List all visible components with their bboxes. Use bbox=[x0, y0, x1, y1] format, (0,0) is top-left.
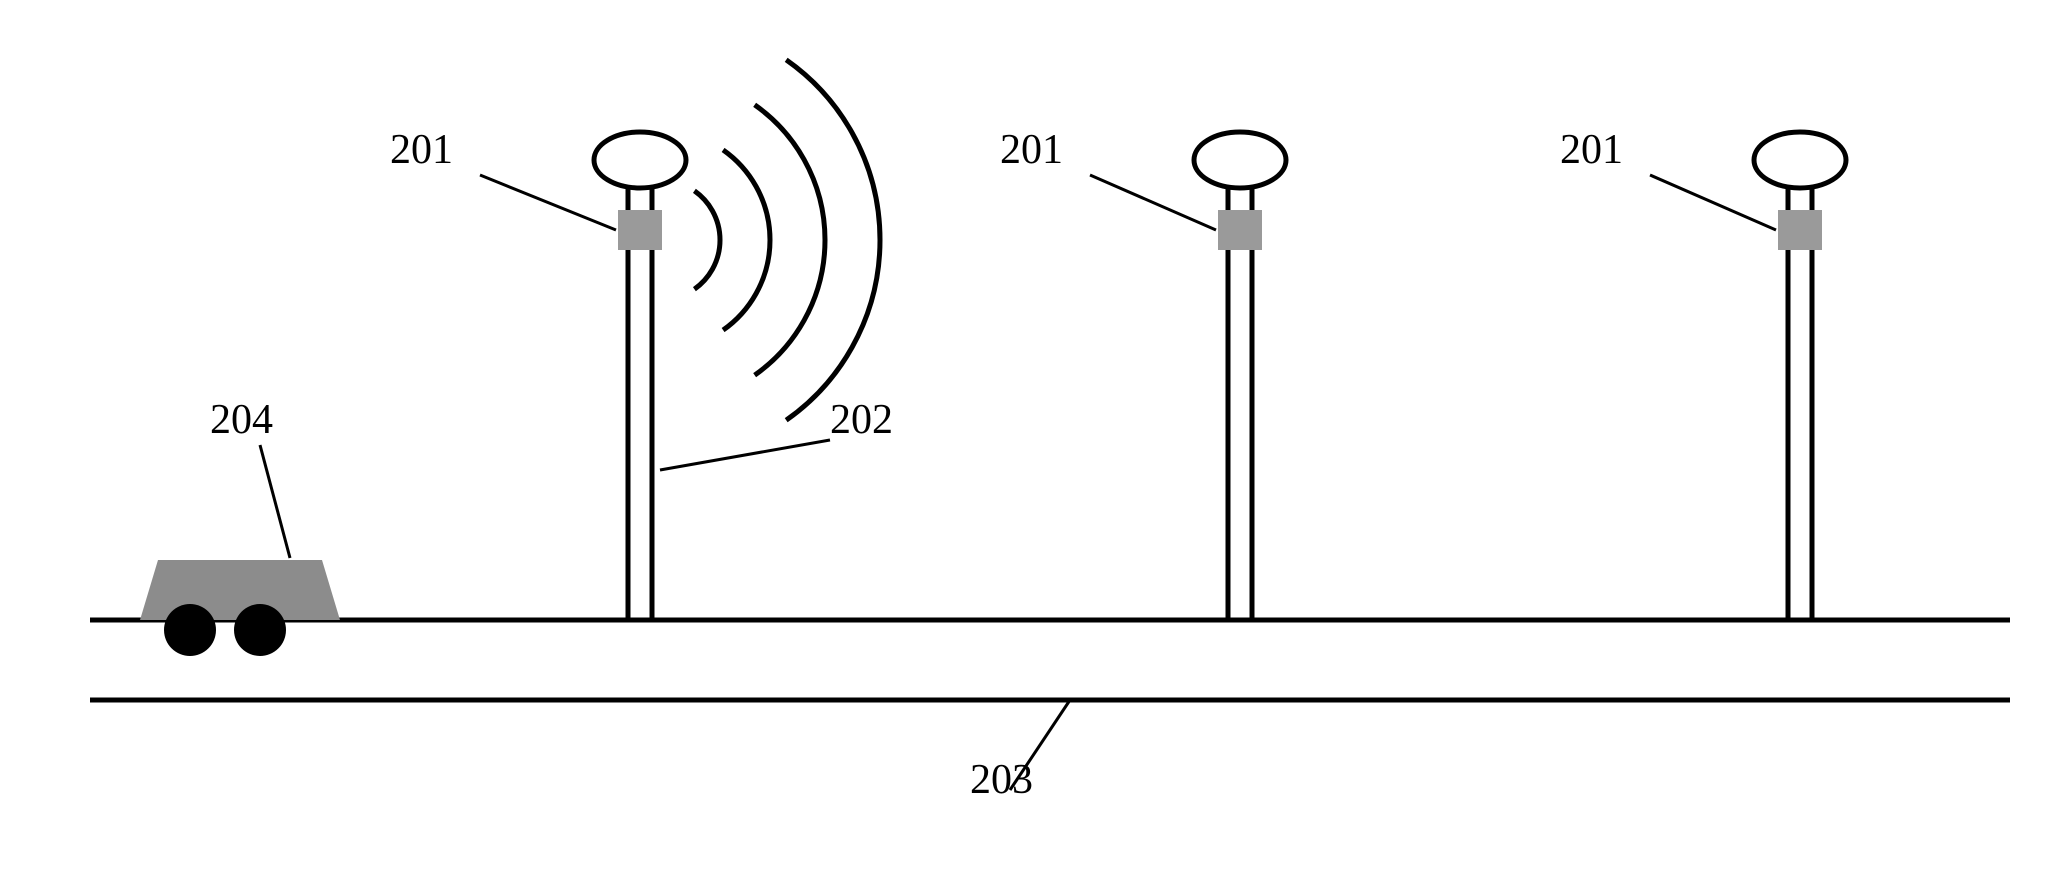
pole-0-sensor bbox=[618, 210, 662, 250]
pole-0-head bbox=[594, 132, 686, 188]
pole-0-shaft-label: 202 bbox=[830, 396, 893, 444]
pole-1-head bbox=[1194, 132, 1286, 188]
vehicle-leader bbox=[260, 445, 290, 558]
pole-0-wave-1 bbox=[723, 150, 770, 330]
pole-0-wave-2 bbox=[755, 105, 825, 375]
pole-0-sensor-label: 201 bbox=[390, 126, 453, 174]
pole-1-sensor-label: 201 bbox=[1000, 126, 1063, 174]
diagram-stage: 203 201 202 201 201 204 bbox=[0, 0, 2052, 880]
pole-0-sensor-leader bbox=[480, 175, 616, 230]
pole-0-wave-0 bbox=[694, 191, 720, 289]
pole-1-sensor-leader bbox=[1090, 175, 1216, 230]
pole-2-sensor-label: 201 bbox=[1560, 126, 1623, 174]
vehicle-wheel-1 bbox=[234, 604, 286, 656]
vehicle-wheel-0 bbox=[164, 604, 216, 656]
pole-2-head bbox=[1754, 132, 1846, 188]
road-label: 203 bbox=[970, 756, 1033, 804]
pole-2-sensor bbox=[1778, 210, 1822, 250]
vehicle-body bbox=[140, 560, 340, 620]
pole-0-wave-3 bbox=[786, 60, 880, 420]
pole-1-sensor bbox=[1218, 210, 1262, 250]
pole-2-sensor-leader bbox=[1650, 175, 1776, 230]
pole-0-shaft-leader bbox=[660, 440, 830, 470]
vehicle-label: 204 bbox=[210, 396, 273, 444]
